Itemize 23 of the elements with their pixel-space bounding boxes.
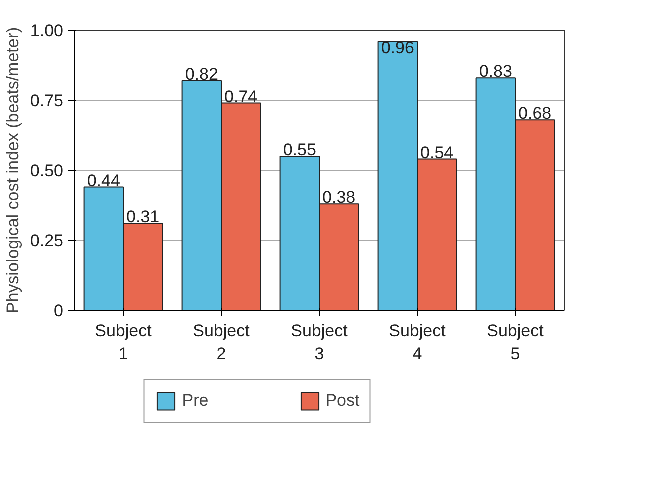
y-tick-label: 1.00 [30,22,64,40]
y-tick-label: 0.25 [30,232,64,250]
data-label: 0.54 [420,143,454,162]
data-label: 0.96 [381,38,414,58]
x-tick-label: Subject 3 [291,322,348,364]
y-tick-label: 0.75 [30,92,64,110]
x-tick-label: Subject 2 [193,322,250,364]
data-label: 0.31 [126,208,160,227]
y-axis-title: Physiological cost index (beats/meter) [3,27,22,314]
x-tick-label: Subject 1 [95,322,152,364]
legend-label: Pre [182,391,209,411]
data-label: 0.44 [87,171,120,190]
data-label: 0.74 [224,87,258,106]
x-tick-label: Subject 4 [389,322,446,364]
legend-label: Post [326,391,360,411]
y-tick-label: 0 [54,302,64,320]
data-label: 0.38 [322,188,356,208]
data-label: 0.82 [185,64,218,84]
y-tick-label: 0.50 [30,162,64,180]
data-label: 0.55 [283,140,316,160]
data-label: 0.83 [479,62,512,82]
data-label: 0.68 [518,104,552,124]
x-tick-label: Subject 5 [487,322,544,364]
